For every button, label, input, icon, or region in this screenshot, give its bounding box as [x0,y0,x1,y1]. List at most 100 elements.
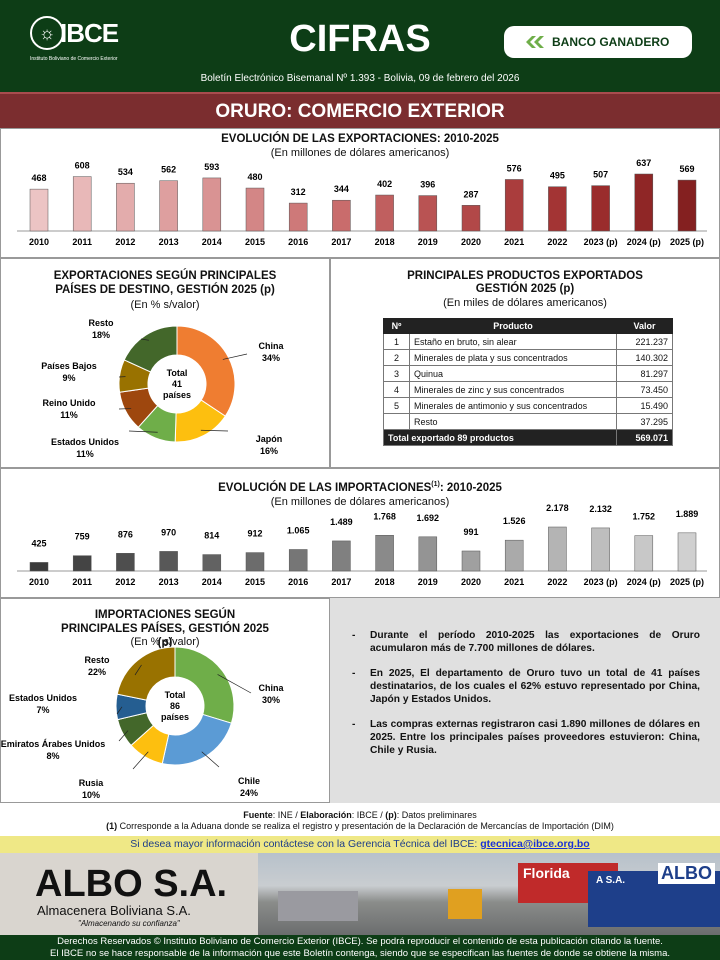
cell-product: Resto [409,413,617,430]
exports-chart-panel: EVOLUCIÓN DE LAS EXPORTACIONES: 2010-202… [0,128,720,258]
source-text: : INE / [272,810,301,820]
cell-num: 1 [383,333,410,350]
data-label: 608 [75,161,90,171]
bar [29,188,49,232]
tick-label: 2023 (p) [584,237,618,247]
leader-line [132,751,149,770]
center-label: 86 [170,701,180,711]
data-label: 562 [161,165,176,175]
table-row: 3 Quinua 81.297 [383,365,673,382]
data-label: 425 [31,538,46,548]
contact-email-link[interactable]: gtecnica@ibce.org.bo [480,838,590,850]
tick-label: 2022 [547,577,567,587]
footnote-line: (1) Corresponde a la Aduana donde se rea… [0,821,720,832]
imports-chart-panel: EVOLUCIÓN DE LAS IMPORTACIONES(1): 2010-… [0,468,720,598]
data-label: 1.526 [503,516,526,526]
tick-label: 2021 [504,577,524,587]
source-note: Fuente: INE / Elaboración: IBCE / (p): D… [0,810,720,832]
center-label: países [161,712,189,722]
slice-name: China [258,683,284,693]
data-label: 507 [593,170,608,180]
total-label: Total exportado 89 productos [383,429,617,446]
slice-percent: 34% [262,353,280,363]
bar [375,535,394,572]
slice-percent: 11% [76,449,94,459]
data-label: 1.889 [676,509,699,519]
slice-percent: 8% [46,751,59,761]
col-header: Nº [383,318,410,334]
cell-product: Minerales de antimonio y sus concentrado… [409,397,617,414]
bar [548,526,567,572]
cell-product: Minerales de zinc y sus concentrados [409,381,617,398]
sign-albo: ALBO [658,863,715,884]
slice-name: Chile [238,776,260,786]
data-label: 312 [291,187,306,197]
cell-num: 2 [383,349,410,366]
data-label: 2.178 [546,503,569,513]
data-label: 637 [636,158,651,168]
tick-label: 2017 [331,237,351,247]
data-label: 495 [550,171,565,181]
source-label: Fuente [243,810,273,820]
sign-florida: Florida [523,865,570,881]
footer: Derechos Reservados © Instituto Bolivian… [0,935,720,960]
imports-pie-chart: China 30% Chile 24% Rusia 10% Emiratos Árabes … [1,646,284,800]
bar [461,550,481,572]
tick-label: 2014 [202,577,222,587]
tick-label: 2013 [159,237,179,247]
bar [159,551,178,572]
leader-line [201,751,220,768]
header: ☼ IBCE Instituto Boliviano de Comercio E… [0,0,720,92]
center-label: Total [167,368,188,378]
products-table: Nº Producto Valor 1 Estaño en bruto, sin … [383,318,673,446]
elaboration-text: : IBCE / [351,810,386,820]
cell-num [383,413,410,430]
notes-panel: Durante el período 2010-2025 las exporta… [330,598,720,803]
cell-num: 5 [383,397,410,414]
ibce-logo[interactable]: ☼ IBCE Instituto Boliviano de Comercio E… [30,16,119,62]
data-label: 569 [679,164,694,174]
table-row: 1 Estaño en bruto, sin alear 221.237 [383,333,673,350]
cell-product: Quinua [409,365,617,382]
tick-label: 2019 [418,237,438,247]
imports-pie-title: IMPORTACIONES SEGÚN PRINCIPALES PAÍSES, … [61,609,269,649]
slice-percent: 11% [60,410,78,420]
slice-name: Resto [84,655,110,665]
slice-percent: 30% [262,695,280,705]
sponsor-logo[interactable]: BANCO GANADERO [504,26,692,58]
exports-chart-title: EVOLUCIÓN DE LAS EXPORTACIONES: 2010-202… [221,133,499,145]
bar [591,527,610,572]
albo-advertisement[interactable]: ALBO S.A. Almacenera Boliviana S.A. "Alm… [0,853,720,935]
contact-bar: Si desea mayor información contáctese co… [0,836,720,853]
slice-name: Rusia [79,778,105,788]
footer-line-1: Derechos Reservados © Instituto Bolivian… [57,936,663,947]
pie-slice [174,646,235,724]
note-item: En 2025, El departamento de Oruro tuvo u… [352,667,700,706]
contact-text: Si desea mayor información contáctese co… [130,838,481,850]
cell-num: 4 [383,381,410,398]
albo-logo: ALBO S.A. [35,863,228,905]
leader-line [116,706,123,715]
table-row: 5 Minerales de antimonio y sus concentrad… [383,397,673,414]
data-label: 912 [247,529,262,539]
pie-slice [176,325,236,417]
exports-pie-chart: China 34% Japón 16% Estados Unidos 11% Reino U… [41,318,284,459]
data-label: 576 [507,163,522,173]
table-row: 4 Minerales de zinc y sus concentrados 73.… [383,381,673,398]
bar [677,532,697,572]
tick-label: 2022 [547,237,567,247]
bar [72,176,92,232]
note-item: Durante el período 2010-2025 las exporta… [352,629,700,655]
slice-percent: 7% [36,705,49,715]
leader-line [134,664,142,676]
products-subtitle: (En miles de dólares americanos) [443,297,607,309]
tick-label: 2011 [72,577,92,587]
cell-product: Estaño en bruto, sin alear [409,333,617,350]
bar [504,539,524,572]
tick-label: 2016 [288,237,308,247]
products-title: PRINCIPALES PRODUCTOS EXPORTADOS GESTIÓN… [407,270,643,295]
table-row: Resto 37.295 [383,413,673,430]
tick-label: 2010 [29,237,49,247]
slice-percent: 18% [92,330,110,340]
imports-bar-chart: 425 2010 759 2011 876 2012 970 2013 814 2014 912 20… [17,503,707,587]
